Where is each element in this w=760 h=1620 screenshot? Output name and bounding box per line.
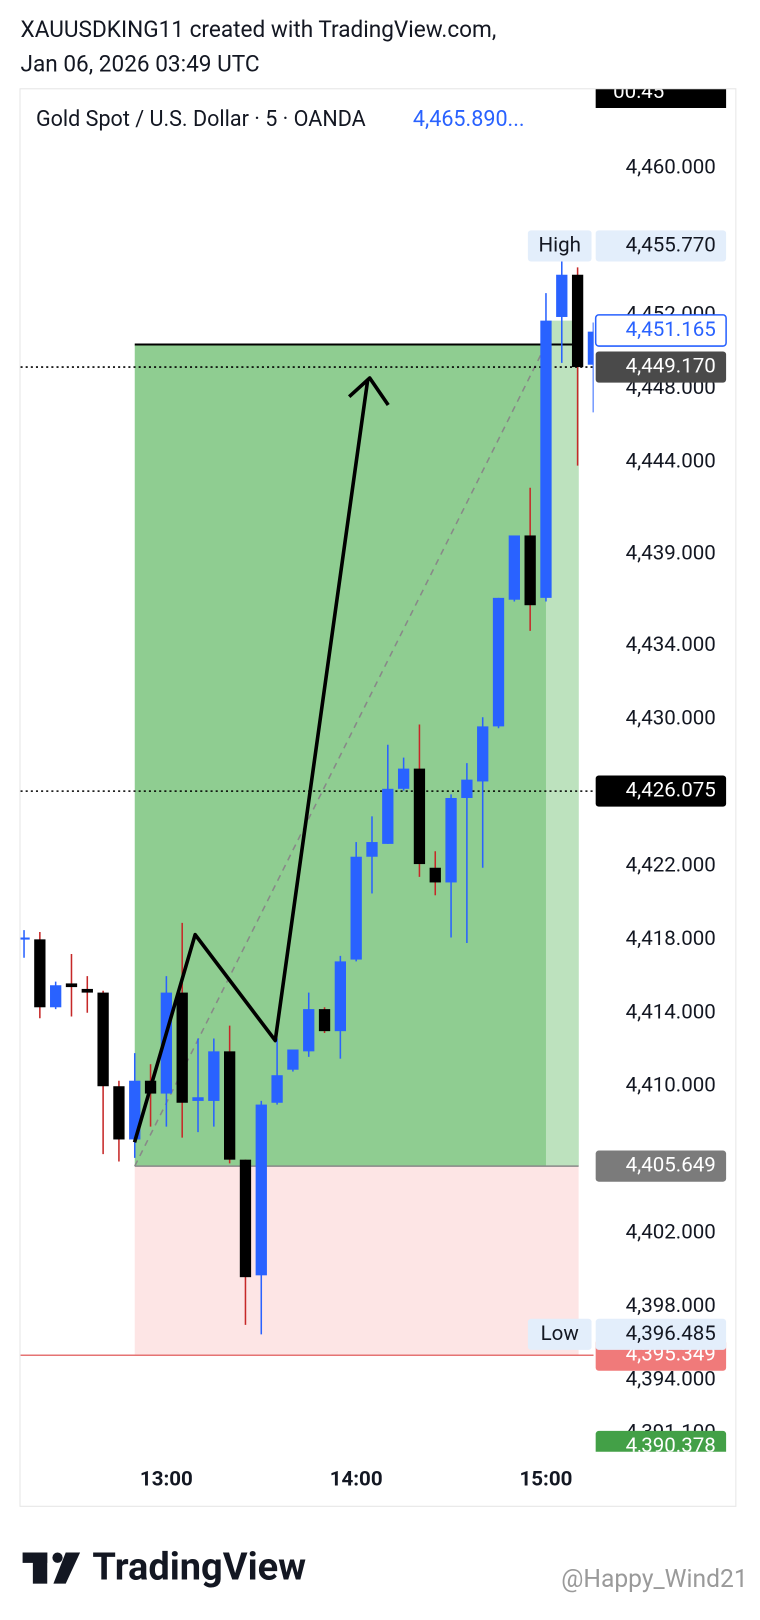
legend: Gold Spot / U.S. Dollar · 5 · OANDA 4,46… (28, 101, 543, 138)
candle-body (382, 788, 394, 844)
logo-part (32, 1552, 48, 1584)
candle-body (571, 274, 584, 368)
symbol: Gold Spot / U.S. Dollar · 5 · OANDA (36, 107, 366, 132)
price-axis: 4,460.0004,452.0004,448.0004,444.0004,43… (594, 80, 727, 1458)
price-label: 4,390.378 (626, 1434, 716, 1458)
candle-body (50, 985, 62, 1008)
candle-body (397, 768, 410, 789)
price-label: 4,405.649 (626, 1153, 716, 1177)
y-tick-label: 4,418.000 (626, 927, 716, 951)
price-tag-bg (527, 230, 592, 262)
candle-body (540, 320, 552, 598)
candle-body (524, 535, 536, 606)
candle-body (239, 1159, 252, 1278)
candle-body (208, 1051, 220, 1101)
position-diagonal (134, 344, 547, 1167)
y-tick-label: 4,410.000 (626, 1074, 716, 1098)
candle-body (129, 1080, 141, 1140)
price-label: 4,449.170 (626, 354, 716, 378)
y-tick-label: 4,430.000 (626, 706, 716, 730)
candle-body (303, 1009, 315, 1052)
candle-body (429, 867, 441, 883)
countdown-bg (595, 89, 727, 108)
candle-body (445, 797, 457, 883)
legend-bg (28, 101, 543, 138)
y-tick-label: 4,402.000 (626, 1220, 716, 1244)
x-tick-label: 13:00 (140, 1467, 193, 1491)
candle-body (65, 983, 78, 988)
candle-body (556, 274, 568, 317)
candle-body (255, 1104, 267, 1276)
y-tick-label: 4,439.000 (626, 541, 716, 565)
price-label: 4,455.770 (626, 233, 716, 257)
watermark: @Happy_Wind21 (561, 1565, 747, 1594)
y-tick-label: 4,398.000 (626, 1294, 716, 1318)
drawn-arrow-head (347, 376, 390, 407)
price-tag-bg (527, 1318, 592, 1350)
price-label: 4,426.075 (626, 778, 716, 802)
candle-body (492, 597, 505, 727)
candle-body (271, 1075, 283, 1103)
y-tick-label: 4,444.000 (626, 449, 716, 473)
time-axis: 13:00 14:00 15:00 (140, 1467, 572, 1491)
price-label-bg (595, 1430, 727, 1452)
header-line: XAUUSDKING11 created with TradingView.co… (21, 16, 497, 43)
header-date: Jan 06, 2026 03:49 UTC (21, 50, 260, 77)
countdown: 00:45 (613, 80, 664, 104)
candle-body (192, 1097, 204, 1101)
candle-body (113, 1086, 125, 1140)
candle-body (477, 726, 489, 782)
y-tick-label: 4,414.000 (626, 1000, 716, 1024)
candle-body (34, 939, 46, 1008)
drawn-arrow (132, 379, 370, 1143)
logo-part (52, 1552, 63, 1563)
last-price: 4,465.890... (413, 107, 525, 132)
candle-body (223, 1051, 236, 1160)
candle-body (97, 992, 109, 1087)
candle-body (461, 779, 473, 798)
profit-zone (134, 344, 579, 1167)
price-label-bg (595, 775, 727, 807)
candle-body (350, 856, 362, 960)
y-tick-label: 4,460.000 (626, 156, 716, 180)
candle-body (334, 961, 347, 1032)
price-label-bg (594, 314, 727, 347)
price-label-bg (595, 1150, 727, 1182)
price-tag: High (538, 233, 580, 257)
candle-body (413, 768, 426, 865)
price-label: 4,451.165 (626, 318, 716, 342)
brand: TradingView (92, 1545, 306, 1589)
loss-zone (134, 1166, 579, 1356)
candle-body (508, 535, 520, 600)
price-tag: Low (541, 1322, 580, 1346)
y-tick-label: 4,434.000 (626, 633, 716, 657)
price-label-bg (595, 230, 727, 262)
price-label-bg (595, 1318, 727, 1350)
candle-body (160, 992, 173, 1094)
plot-area (20, 245, 594, 1356)
logo: TradingView (22, 1545, 306, 1589)
logo-part (53, 1552, 81, 1584)
price-label: 4,396.485 (626, 1322, 716, 1346)
x-tick-label: 15:00 (520, 1467, 573, 1491)
candle-body (287, 1049, 299, 1070)
candle-body (366, 842, 378, 857)
candle-body (20, 937, 30, 940)
y-tick-label: 4,422.000 (626, 853, 716, 877)
candle-body (587, 331, 594, 365)
y-tick-label: 4,394.000 (626, 1367, 716, 1391)
candle-body (176, 992, 188, 1103)
candle-body (81, 988, 93, 993)
candle-body (318, 1009, 331, 1032)
x-tick-label: 14:00 (330, 1467, 383, 1491)
price-label-bg (595, 351, 727, 383)
